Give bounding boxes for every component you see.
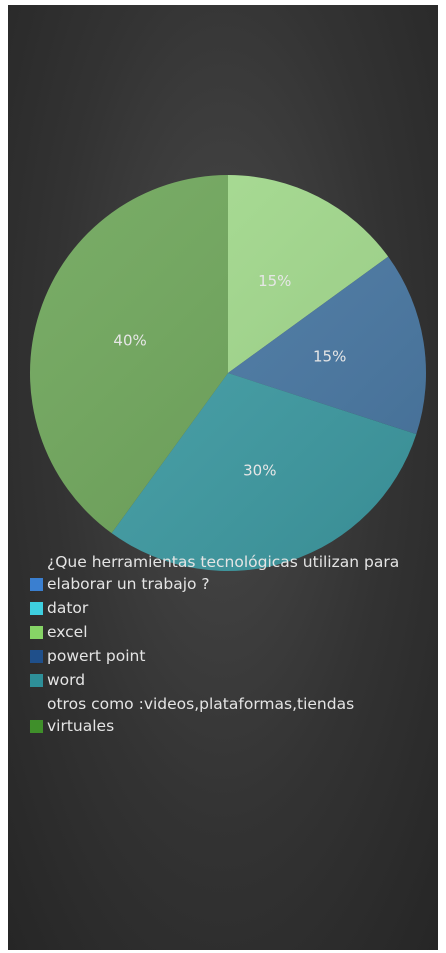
data-label: 15% (313, 347, 346, 365)
legend-label: ¿Que herramientas tecnológicas utilizan … (47, 553, 400, 593)
legend-swatch (30, 578, 43, 591)
legend-item: ¿Que herramientas tecnológicas utilizan … (30, 551, 425, 595)
legend-item: dator (30, 597, 425, 619)
legend-swatch (30, 626, 43, 639)
data-label: 40% (113, 332, 146, 350)
legend-label: dator (47, 599, 89, 617)
legend-swatch (30, 650, 43, 663)
legend-item: excel (30, 621, 425, 643)
legend-swatch (30, 674, 43, 687)
legend-label: excel (47, 623, 88, 641)
legend-swatch (30, 720, 43, 733)
data-label: 30% (243, 461, 276, 479)
legend-label: otros como :videos,plataformas,tiendas v… (47, 695, 355, 735)
legend-swatch (30, 602, 43, 615)
legend-item: otros como :videos,plataformas,tiendas v… (30, 693, 425, 737)
legend-label: powert point (47, 647, 146, 665)
legend-item: word (30, 669, 425, 691)
legend-item: powert point (30, 645, 425, 667)
pie-shading (30, 175, 426, 571)
data-label: 15% (258, 272, 291, 290)
legend-label: word (47, 671, 86, 689)
legend: ¿Que herramientas tecnológicas utilizan … (30, 551, 425, 739)
